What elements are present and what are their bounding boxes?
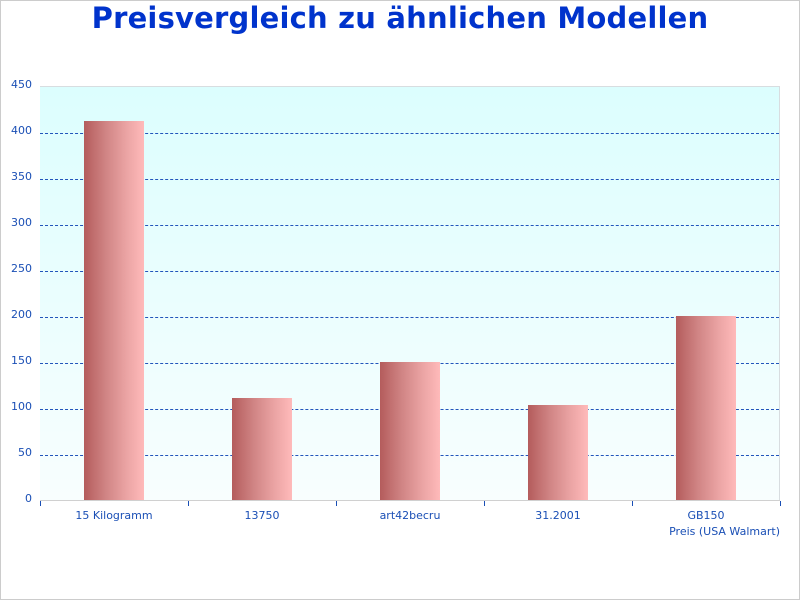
y-tick-label: 350: [11, 170, 32, 183]
y-tick-label: 450: [11, 78, 32, 91]
gridline: [40, 317, 779, 318]
y-tick-label: 400: [11, 124, 32, 137]
x-tick-label: GB150: [687, 509, 725, 522]
x-tick-mark: [632, 501, 633, 506]
gridline: [40, 133, 779, 134]
x-tick-mark: [484, 501, 485, 506]
y-tick-label: 200: [11, 308, 32, 321]
gridline: [40, 225, 779, 226]
bar: [676, 316, 736, 500]
y-tick-label: 100: [11, 400, 32, 413]
x-tick-mark: [40, 501, 41, 506]
x-tick-label: 15 Kilogramm: [75, 509, 153, 522]
x-tick-mark: [780, 501, 781, 506]
chart-title: Preisvergleich zu ähnlichen Modellen: [91, 1, 709, 35]
gridline: [40, 271, 779, 272]
bar: [232, 397, 292, 500]
x-tick-label: 31.2001: [535, 509, 581, 522]
y-tick-label: 0: [25, 492, 32, 505]
x-tick-mark: [336, 501, 337, 506]
x-axis-line: [40, 500, 780, 501]
x-tick-label: art42becru: [379, 509, 441, 522]
x-tick-label: 13750: [244, 509, 280, 522]
bar: [528, 405, 588, 500]
y-tick-label: 250: [11, 262, 32, 275]
y-tick-label: 150: [11, 354, 32, 367]
y-tick-label: 50: [18, 446, 32, 459]
bar: [84, 120, 144, 500]
y-tick-label: 300: [11, 216, 32, 229]
series-label: Preis (USA Walmart): [669, 525, 780, 538]
x-tick-mark: [188, 501, 189, 506]
bar: [380, 362, 440, 500]
gridline: [40, 179, 779, 180]
